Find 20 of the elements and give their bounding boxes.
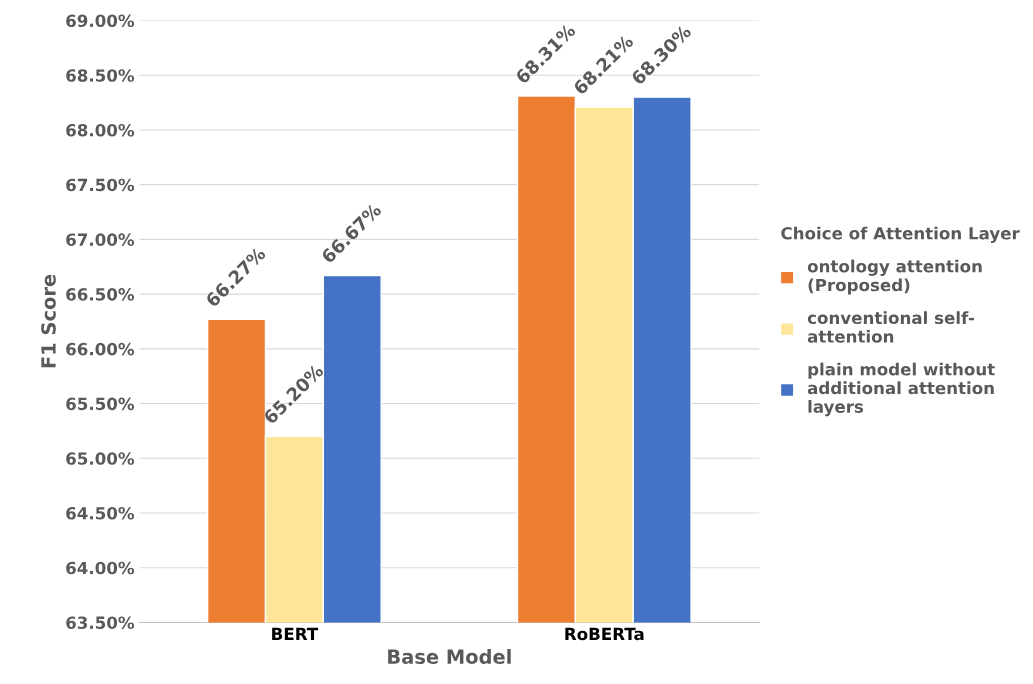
x-tick-label: RoBERTa xyxy=(565,627,644,641)
legend-title: Choice of Attention Layer xyxy=(781,226,1020,243)
legend-label: plain model without additional attention layers xyxy=(807,362,995,417)
y-tick-label: 68.50% xyxy=(66,69,135,82)
y-tick-label: 66.00% xyxy=(66,342,135,356)
x-tick-label: BERT xyxy=(272,627,319,640)
y-axis-title: F1 Score xyxy=(41,274,56,368)
y-tick-label: 64.50% xyxy=(66,506,135,520)
y-tick-label: 69.00% xyxy=(66,14,135,28)
y-tick-label: 67.50% xyxy=(66,178,135,192)
y-tick-label: 65.50% xyxy=(66,397,135,411)
y-tick-label: 68.00% xyxy=(66,123,135,137)
y-tick-label: 64.00% xyxy=(66,561,135,575)
y-tick-label: 67.00% xyxy=(66,233,135,246)
legend-label: conventional self-attention xyxy=(807,311,975,343)
y-tick-label: 66.50% xyxy=(66,288,135,301)
y-tick-label: 63.50% xyxy=(66,616,135,630)
x-axis-title: Base Model xyxy=(388,648,511,665)
legend-label: ontology attention (Proposed) xyxy=(807,259,982,295)
y-tick-label: 65.00% xyxy=(66,452,135,465)
